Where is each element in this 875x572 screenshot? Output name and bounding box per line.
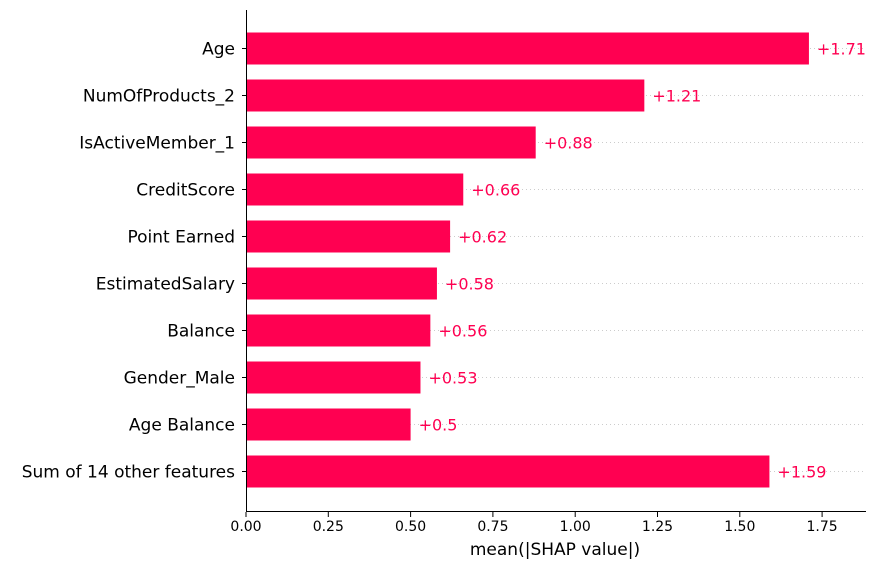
bar [247, 314, 431, 347]
x-tick-label: 1.50 [724, 519, 755, 535]
bar-value-label: +0.88 [544, 134, 593, 153]
feature-label: Balance [167, 322, 235, 342]
x-tick-label: 1.75 [807, 519, 838, 535]
grid-layer [246, 48, 866, 472]
bar [247, 361, 421, 394]
bar-value-label: +0.53 [428, 369, 477, 388]
feature-label: NumOfProducts_2 [83, 87, 235, 107]
bar [247, 126, 536, 159]
x-tick-label: 1.25 [642, 519, 673, 535]
bar-value-label: +0.56 [438, 322, 487, 341]
bar [247, 455, 770, 488]
x-tick-label: 0.75 [477, 519, 508, 535]
bar-value-label: +1.21 [652, 87, 701, 106]
bar-value-label: +0.62 [458, 228, 507, 247]
bar [247, 220, 451, 253]
bar-value-label: +0.58 [445, 275, 494, 294]
feature-label: Age [202, 40, 235, 60]
bar [247, 79, 645, 112]
bar [247, 267, 437, 300]
bar [247, 408, 411, 441]
bar-layer [247, 32, 809, 488]
feature-label: Gender_Male [124, 369, 235, 389]
feature-label: Age Balance [129, 416, 235, 436]
bar-value-label: +1.59 [777, 463, 826, 482]
label-layer: +1.71 Age +1.21 NumOfProducts_2 +0.88 IsActiv… [22, 40, 866, 536]
bar-value-label: +0.66 [471, 181, 520, 200]
bar-value-label: +0.5 [419, 416, 458, 435]
feature-label: CreditScore [136, 181, 235, 201]
bar-value-label: +1.71 [817, 40, 866, 59]
x-axis-title: mean(|SHAP value|) [470, 540, 640, 560]
feature-label: IsActiveMember_1 [79, 134, 235, 154]
x-tick-label: 0.25 [313, 519, 344, 535]
bar [247, 173, 464, 206]
x-tick-label: 1.00 [560, 519, 591, 535]
x-tick-label: 0.50 [395, 519, 426, 535]
axis-layer [242, 10, 866, 517]
feature-label: EstimatedSalary [96, 275, 235, 295]
x-tick-label: 0.00 [230, 519, 261, 535]
feature-label: Point Earned [128, 228, 236, 248]
feature-label: Sum of 14 other features [22, 463, 235, 483]
bar [247, 32, 809, 65]
